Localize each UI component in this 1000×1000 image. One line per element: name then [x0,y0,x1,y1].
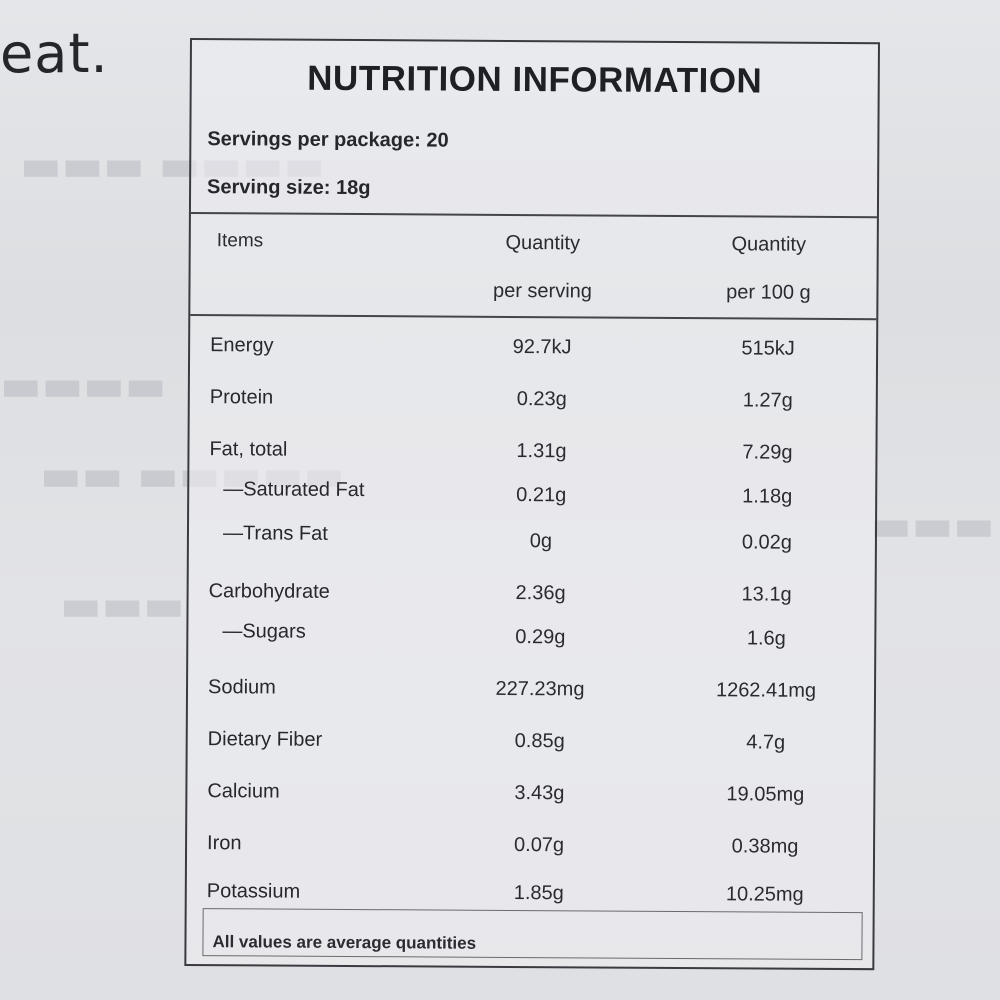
calcium-per-100g: 19.05mg [726,783,805,806]
fat-total-per-100g: 7.29g [742,441,793,464]
saturated-fat-per-100g: 1.18g [742,485,793,508]
header-col1-line1: Quantity [505,231,581,255]
divider [190,314,877,321]
fat-total-per-serving: 1.31g [516,440,567,463]
row-label-iron: Iron [207,832,242,855]
nutrition-label: NUTRITION INFORMATION Servings per packa… [184,38,880,971]
sodium-per-serving: 227.23mg [495,677,585,701]
potassium-per-100g: 10.25mg [725,883,804,906]
row-label-saturated-fat: —Saturated Fat [223,478,365,502]
row-label-calcium: Calcium [207,780,280,803]
row-label-protein: Protein [209,386,274,409]
trans-fat-per-100g: 0.02g [741,531,793,554]
calcium-per-serving: 3.43g [514,781,565,805]
header-col2-line1: Quantity [731,233,807,256]
nutrition-title: NUTRITION INFORMATION [307,58,763,101]
footer-note: All values are average quantities [212,932,477,953]
show-through-texture: ▬▬▬▬ [0,360,167,411]
background-partial-text: eat. [0,22,109,85]
protein-per-serving: 0.23g [516,388,567,411]
row-label-carbohydrate: Carbohydrate [208,580,330,603]
row-label-energy: Energy [210,334,274,357]
row-label-potassium: Potassium [206,880,301,903]
row-label-trans-fat: —Trans Fat [222,522,328,545]
row-label-fat-total: Fat, total [209,438,288,461]
row-label-sugars: —Sugars [222,620,306,643]
energy-per-serving: 92.7kJ [512,335,572,359]
carbohydrate-per-100g: 13.1g [741,583,792,606]
header-col1-line2: per serving [492,279,592,303]
row-label-sodium: Sodium [207,676,276,699]
dietary-fiber-per-serving: 0.85g [514,729,565,753]
divider [190,212,877,219]
iron-per-100g: 0.38mg [731,835,799,858]
dietary-fiber-per-100g: 4.7g [746,731,786,754]
iron-per-serving: 0.07g [513,833,565,857]
show-through-texture: ▬▬▬ [60,580,185,631]
energy-per-100g: 515kJ [741,337,795,360]
carbohydrate-per-serving: 2.36g [515,581,566,605]
sugars-per-serving: 0.29g [515,625,566,649]
row-label-dietary-fiber: Dietary Fiber [207,728,323,751]
show-through-texture: ▬▬▬ [870,500,995,551]
serving-size: Serving size: 18g [207,176,371,200]
servings-per-package: Servings per package: 20 [207,128,449,152]
header-items: Items [216,230,264,252]
sodium-per-100g: 1262.41mg [715,679,817,702]
sugars-per-100g: 1.6g [746,627,786,650]
saturated-fat-per-serving: 0.21g [516,484,567,507]
protein-per-100g: 1.27g [742,389,793,412]
trans-fat-per-serving: 0g [529,530,553,553]
potassium-per-serving: 1.85g [513,881,564,905]
header-col2-line2: per 100 g [726,281,811,304]
